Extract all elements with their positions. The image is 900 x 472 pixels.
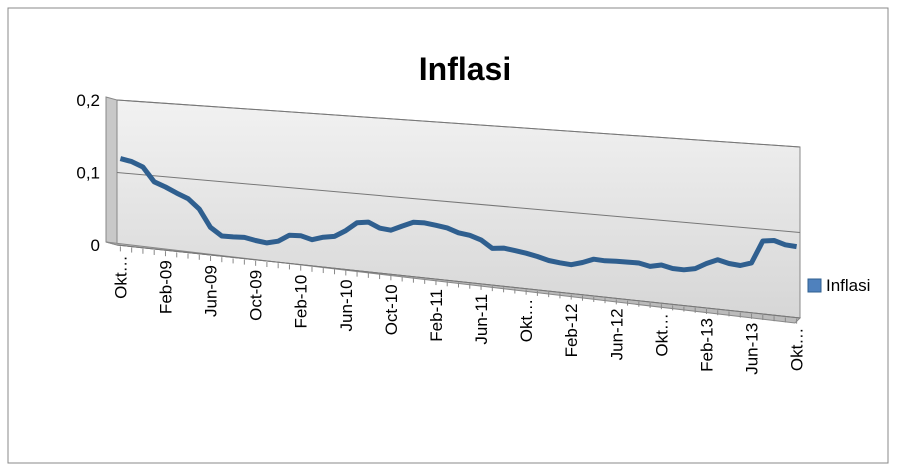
legend-label: Inflasi <box>826 276 870 295</box>
x-tick-label: Jun-10 <box>337 279 356 331</box>
x-tick-label: Okt… <box>111 255 130 298</box>
x-tick-label: Feb-12 <box>562 304 581 358</box>
grid-line <box>116 244 801 319</box>
x-tick-label: Feb-09 <box>156 260 175 314</box>
grid-line <box>116 172 801 233</box>
side-wall <box>105 96 118 246</box>
x-tick-label: Oct-09 <box>247 270 266 321</box>
x-tick-label: Jun-11 <box>472 294 491 345</box>
x-tick-label: Oct-10 <box>382 284 401 335</box>
x-tick-label: Okt… <box>788 328 807 371</box>
grid-line <box>116 99 801 148</box>
x-tick-label: Jun-13 <box>743 323 762 375</box>
x-tick-label: Feb-13 <box>697 318 716 372</box>
y-tick-label: 0,2 <box>76 91 100 110</box>
legend-swatch <box>807 278 822 293</box>
x-tick-label: Okt… <box>652 313 671 356</box>
x-tick-label: Feb-11 <box>427 289 446 342</box>
chart-title: Inflasi <box>419 51 511 87</box>
data-line <box>119 156 797 273</box>
y-tick-label: 0 <box>91 236 100 255</box>
x-tick-label: Jun-09 <box>202 265 221 317</box>
x-tick-label: Okt… <box>517 299 536 342</box>
x-tick-label: Jun-12 <box>607 308 626 360</box>
y-tick-label: 0,1 <box>76 164 100 183</box>
x-tick-label: Feb-10 <box>292 275 311 329</box>
